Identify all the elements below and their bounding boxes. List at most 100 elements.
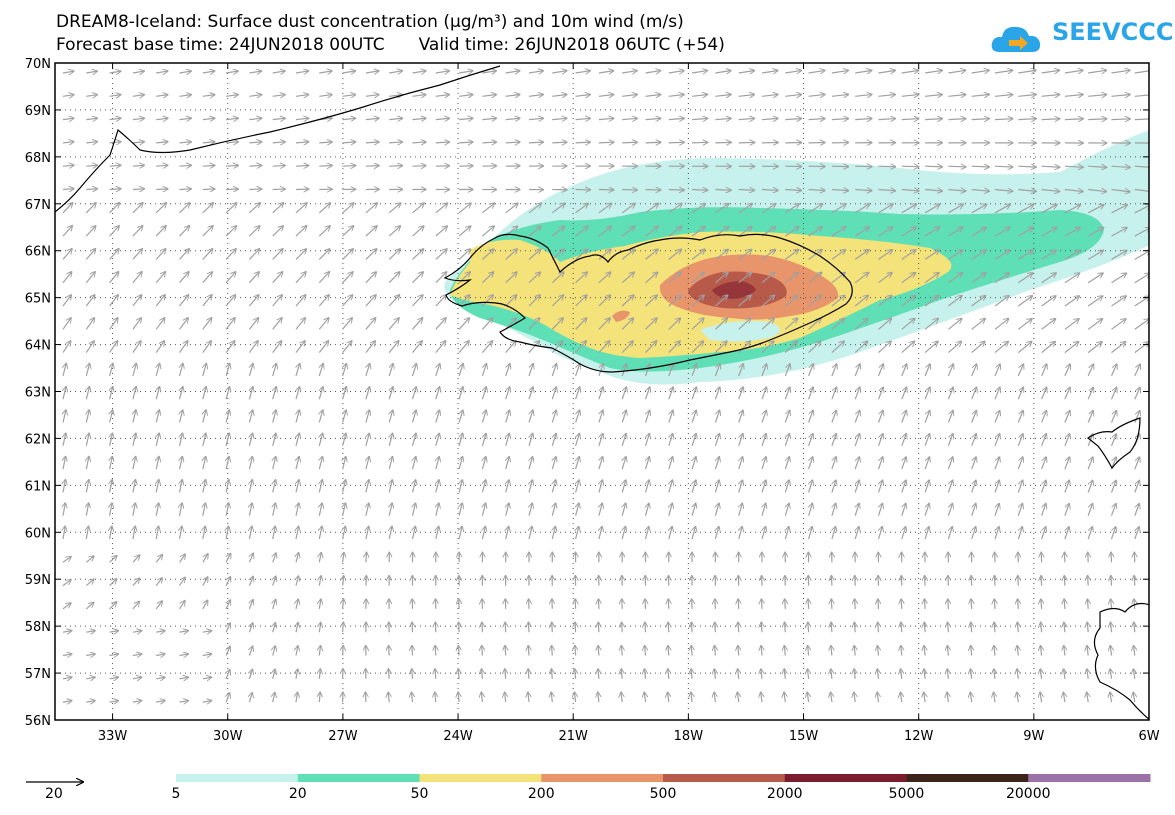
wind-vector [248, 295, 258, 307]
wind-vector [249, 600, 253, 610]
wind-vector [249, 480, 252, 493]
wind-vector [225, 249, 236, 260]
wind-vector [831, 190, 849, 191]
wind-vector [668, 295, 681, 307]
wind-vector [225, 203, 237, 214]
lon-label: 21W [559, 729, 589, 744]
wind-vector [785, 503, 789, 516]
wind-vector [668, 203, 682, 214]
wind-vector [318, 295, 329, 307]
wind-vector [85, 318, 94, 330]
wind-vector [62, 142, 74, 143]
wind-vector [295, 341, 305, 353]
wind-vector [389, 457, 392, 470]
wind-vector [412, 95, 426, 97]
wind-vector [877, 387, 884, 400]
wind-vector [994, 576, 995, 586]
wind-vector [202, 272, 213, 284]
wind-vector [1018, 576, 1019, 586]
wind-vector [459, 142, 473, 143]
wind-vector [878, 341, 892, 354]
wind-vector [412, 318, 423, 330]
wind-vector [924, 227, 940, 237]
wind-vector [132, 578, 140, 587]
wind-vector [203, 526, 205, 540]
wind-vector [273, 433, 276, 446]
wind-vector [1041, 410, 1047, 423]
wind-vector [668, 341, 680, 354]
wind-vector [1041, 273, 1057, 284]
wind-vector [412, 249, 424, 260]
wind-vector [599, 503, 602, 516]
wind-vector [133, 433, 136, 446]
wind-vector [505, 142, 520, 143]
wind-vector [877, 480, 883, 493]
colorbar-swatch [663, 774, 786, 782]
wind-vector [295, 71, 309, 73]
wind-vector [854, 457, 859, 470]
wind-vector [458, 341, 469, 353]
wind-vector [878, 318, 892, 330]
wind-vector [436, 526, 439, 540]
wind-vector [1111, 190, 1131, 192]
wind-vector [435, 95, 450, 97]
wind-vector [901, 599, 902, 609]
wind-vector [249, 95, 261, 97]
wind-vector [1064, 342, 1079, 354]
wind-vector [202, 118, 215, 119]
wind-vector [226, 623, 230, 633]
wind-vector [948, 318, 961, 330]
wind-vector [785, 527, 789, 540]
wind-vector [179, 71, 192, 73]
wind-vector [365, 226, 377, 237]
wind-vector [784, 646, 785, 656]
wind-vector [272, 341, 282, 353]
wind-vector [411, 364, 417, 377]
wind-vector [202, 95, 215, 97]
wind-vector [365, 318, 376, 330]
wind-vector [738, 387, 743, 400]
wind-vector [715, 142, 731, 143]
wind-vector [668, 118, 684, 119]
wind-vector [1087, 273, 1103, 284]
wind-vector [621, 410, 626, 423]
wind-vector [854, 204, 869, 214]
wind-vector [62, 165, 74, 166]
wind-vector [273, 363, 277, 377]
wind-vector [738, 118, 755, 119]
wind-vector [62, 118, 74, 119]
forecast-base-time: Forecast base time: 24JUN2018 00UTC [56, 35, 385, 55]
wind-vector [575, 318, 587, 330]
wind-vector [342, 226, 354, 237]
wind-vector [179, 95, 192, 97]
wind-vector [901, 387, 907, 400]
wind-vector [413, 457, 416, 470]
wind-vector [924, 457, 929, 470]
wind-vector [785, 622, 786, 633]
wind-vector [62, 71, 74, 73]
wind-vector [1017, 227, 1033, 237]
wind-vector [854, 272, 869, 284]
wind-vector [831, 364, 837, 377]
wind-vector [622, 118, 637, 119]
wind-vector [202, 165, 215, 166]
dust-patch-small-2 [700, 321, 780, 342]
wind-vector [272, 318, 282, 330]
wind-vector [575, 118, 591, 119]
wind-vector [715, 295, 727, 307]
wind-vector [1040, 646, 1041, 656]
wind-vector [506, 433, 510, 446]
wind-vector [505, 203, 518, 214]
wind-vector [691, 341, 703, 354]
wind-vector [528, 203, 541, 214]
wind-vector [226, 480, 229, 493]
wind-vector [62, 654, 72, 656]
wind-vector [1041, 387, 1047, 400]
wind-vector [877, 646, 878, 656]
wind-vector [365, 95, 379, 97]
wind-vector [505, 622, 506, 633]
wind-vector [551, 364, 556, 377]
wind-vector [226, 165, 238, 166]
wind-vector [855, 599, 856, 609]
wind-vector [598, 410, 603, 423]
